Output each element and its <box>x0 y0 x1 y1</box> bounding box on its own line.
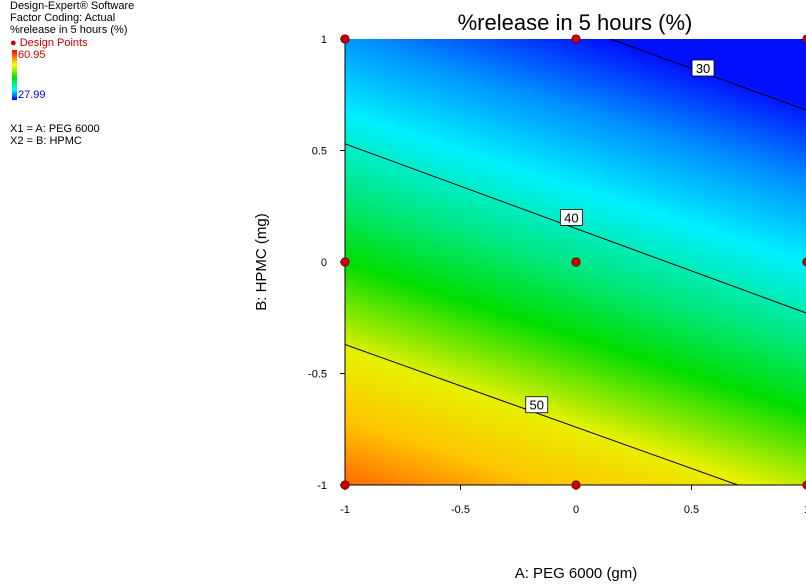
x-axis-label: A: PEG 6000 (gm) <box>515 565 638 582</box>
color-scale: 60.95 27.99 <box>10 49 134 101</box>
y-axis-label: B: HPMC (mg) <box>253 213 270 311</box>
design-point <box>340 257 350 267</box>
factor-coding-label: Factor Coding: Actual <box>10 12 116 25</box>
x-tick-label: -0.5 <box>451 504 470 516</box>
y-tick-label: -1 <box>317 480 327 492</box>
design-point <box>802 257 806 267</box>
x1-definition: X1 = A: PEG 6000 <box>10 122 100 135</box>
contour-label-box-40 <box>559 208 583 226</box>
color-scale-bar <box>12 49 17 100</box>
chart-title: %release in 5 hours (%) <box>458 10 693 35</box>
x-tick-label: 1 <box>804 504 806 516</box>
contour-label-40: 40 <box>564 210 578 225</box>
design-point <box>571 480 581 490</box>
design-point-bullet: ● <box>10 36 17 49</box>
design-point <box>340 480 350 490</box>
response-label: %release in 5 hours (%) <box>10 24 128 37</box>
design-point <box>571 257 581 267</box>
design-points-label: Design Points <box>19 36 88 49</box>
contour-label-box-50 <box>525 396 549 414</box>
color-scale-max: 60.95 <box>18 48 46 61</box>
software-label: Design-Expert® Software <box>10 0 135 12</box>
contour-label-box-30 <box>691 59 715 77</box>
x-tick-label: -1 <box>340 504 350 516</box>
contour-label-50: 50 <box>529 398 543 413</box>
design-point <box>571 34 581 44</box>
x2-definition: X2 = B: HPMC <box>10 135 82 148</box>
info-panel: Design-Expert® Software Factor Coding: A… <box>10 0 134 147</box>
color-scale-min: 27.99 <box>18 88 46 101</box>
design-point <box>340 34 350 44</box>
y-tick-label: -0.5 <box>308 369 327 381</box>
y-tick-label: 0.5 <box>312 146 327 158</box>
contour-line-40 <box>345 143 806 314</box>
design-point <box>802 34 806 44</box>
contour-line-50 <box>345 344 738 485</box>
design-point <box>802 480 806 490</box>
y-tick-label: 0 <box>321 257 327 269</box>
x-tick-label: 0 <box>573 504 579 516</box>
y-tick-label: 1 <box>321 34 327 46</box>
x-tick-label: 0.5 <box>684 504 699 516</box>
design-points-legend: ● Design Points <box>10 37 134 49</box>
contour-label-30: 30 <box>696 61 710 76</box>
